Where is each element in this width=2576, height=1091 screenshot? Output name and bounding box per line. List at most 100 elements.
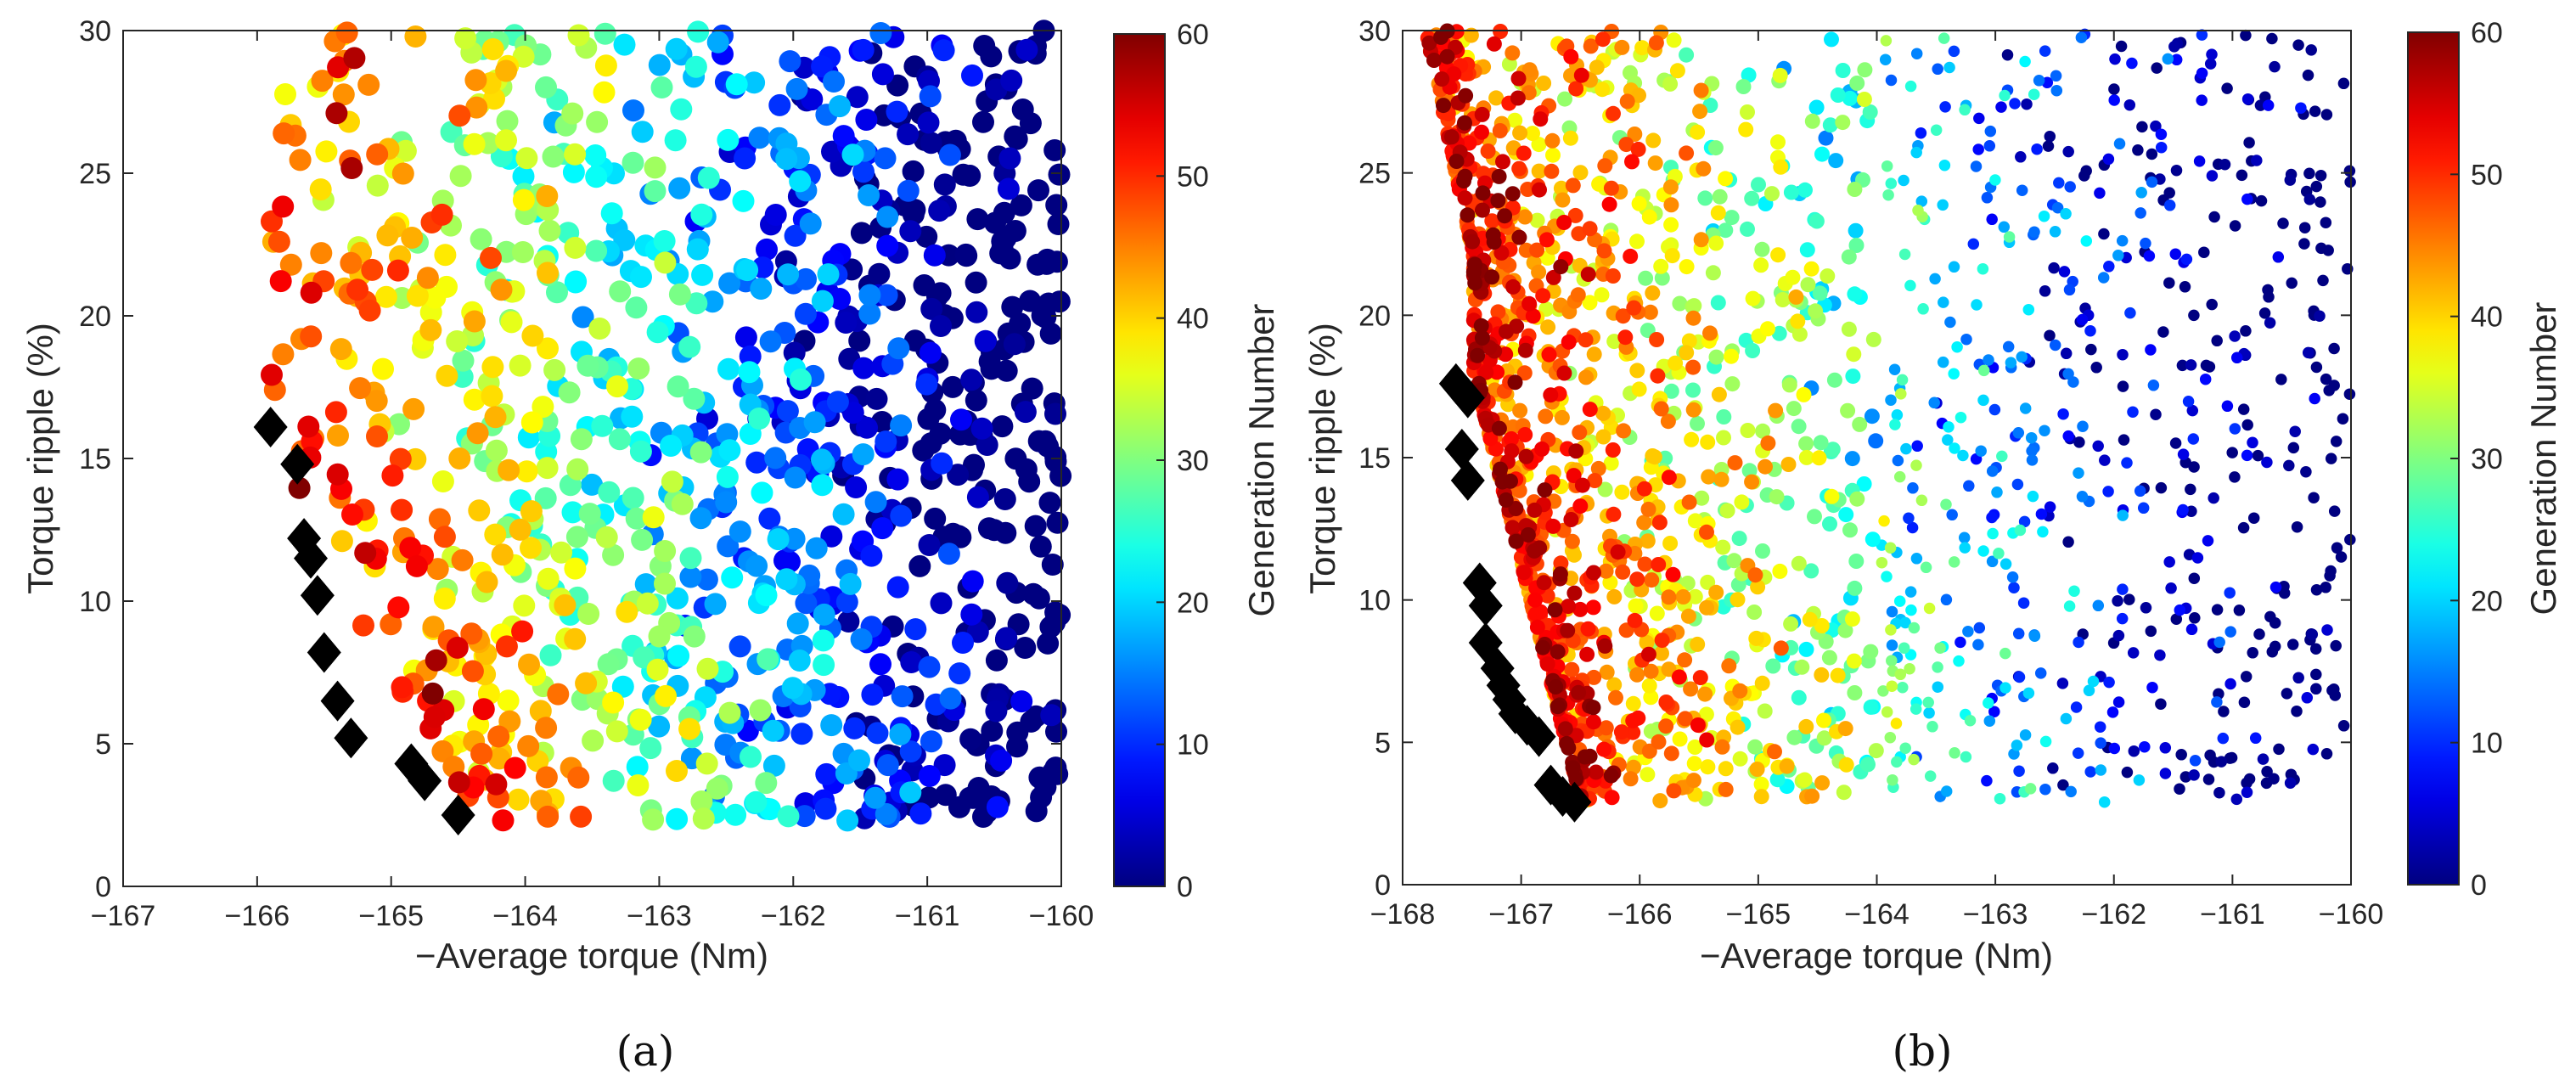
scatter-point <box>1672 295 1688 312</box>
scatter-point <box>2063 284 2076 296</box>
scatter-point <box>1629 233 1645 250</box>
y-tick-label: 20 <box>1358 300 1391 332</box>
scatter-point <box>1629 666 1645 683</box>
scatter-point <box>634 573 657 596</box>
scatter-point <box>2094 721 2106 733</box>
scatter-point <box>2229 220 2241 232</box>
scatter-point <box>2185 359 2197 371</box>
scatter-point <box>1641 678 1657 694</box>
scatter-point <box>1677 711 1693 727</box>
scatter-point <box>561 501 584 524</box>
scatter-point <box>942 522 965 545</box>
scatter-point <box>1906 521 1919 534</box>
scatter-point <box>1718 761 1734 777</box>
scatter-point <box>2044 329 2056 341</box>
scatter-point <box>2154 649 2166 661</box>
scatter-point <box>1771 325 1787 341</box>
scatter-point <box>2230 351 2243 364</box>
scatter-point <box>679 565 702 588</box>
scatter-point <box>521 324 544 347</box>
scatter-point <box>1536 76 1552 91</box>
scatter-point <box>1679 47 1695 63</box>
scatter-point <box>1486 36 1502 52</box>
scatter-point <box>1878 515 1890 527</box>
scatter-point <box>566 458 589 481</box>
scatter-point <box>1932 63 1943 76</box>
scatter-point <box>448 447 471 470</box>
scatter-point <box>1650 368 1666 384</box>
pareto-point <box>334 717 368 759</box>
scatter-point <box>1647 155 1663 172</box>
scatter-point <box>1726 553 1742 569</box>
scatter-point <box>536 457 559 480</box>
pareto-point <box>300 575 335 616</box>
scatter-point <box>1434 71 1450 87</box>
scatter-point <box>1628 598 1644 614</box>
scatter-point <box>1694 490 1710 506</box>
scatter-point <box>2188 309 2200 322</box>
scatter-point <box>1768 402 1784 419</box>
scatter-point <box>2309 105 2321 117</box>
x-tick-label: −163 <box>627 900 692 932</box>
scatter-point <box>1719 503 1735 519</box>
scatter-point <box>717 535 740 558</box>
scatter-point <box>852 160 875 183</box>
scatter-point <box>1631 87 1646 104</box>
scatter-point <box>961 64 983 87</box>
scatter-point <box>1746 605 1763 620</box>
scatter-point <box>1791 689 1807 706</box>
scatter-point <box>372 357 394 380</box>
scatter-point <box>2017 597 2030 609</box>
scatter-point <box>1566 547 1582 563</box>
scatter-point <box>2028 88 2040 100</box>
scatter-point <box>1556 215 1572 230</box>
scatter-point <box>756 238 778 261</box>
scatter-point <box>2151 62 2163 74</box>
scatter-point <box>1627 127 1643 142</box>
scatter-point <box>532 396 554 419</box>
scatter-point <box>666 760 688 782</box>
scatter-point <box>1740 104 1755 120</box>
scatter-point <box>1911 440 1923 453</box>
scatter-point <box>1582 295 1598 311</box>
scatter-point <box>1625 759 1641 775</box>
scatter-point <box>300 281 323 304</box>
scatter-point <box>575 672 598 695</box>
scatter-point <box>650 76 673 98</box>
scatter-point <box>1963 480 1975 492</box>
colorbar-tick-label: 0 <box>2471 869 2487 902</box>
scatter-point <box>1014 637 1037 659</box>
scatter-point <box>1019 112 1042 135</box>
scatter-point <box>2249 732 2262 745</box>
scatter-point <box>2003 231 2016 243</box>
scatter-point <box>1563 512 1579 527</box>
scatter-point <box>2191 552 2204 564</box>
scatter-point <box>2024 783 2037 795</box>
scatter-point <box>1652 793 1668 809</box>
scatter-point <box>2117 509 2129 521</box>
scatter-point <box>1465 233 1481 250</box>
pareto-point <box>441 795 475 835</box>
pareto-point <box>280 443 315 485</box>
scatter-point <box>2025 431 2038 444</box>
scatter-point <box>1601 196 1617 212</box>
scatter-point <box>381 464 404 487</box>
scatter-point <box>1618 137 1634 153</box>
scatter-point <box>2219 158 2231 171</box>
scatter-point <box>732 189 755 212</box>
scatter-point <box>1797 772 1813 788</box>
scatter-point <box>491 543 514 566</box>
scatter-point <box>642 506 665 529</box>
scatter-point <box>993 488 1016 510</box>
scatter-point <box>2255 194 2268 207</box>
scatter-point <box>1799 242 1815 258</box>
scatter-point <box>777 805 800 828</box>
scatter-point <box>755 772 778 795</box>
scatter-point <box>2307 743 2320 756</box>
scatter-point <box>394 139 417 162</box>
scatter-point <box>856 416 878 439</box>
scatter-point <box>1638 270 1654 286</box>
y-axis-label-b: Torque ripple (%) <box>1302 323 1342 594</box>
scatter-point <box>1687 513 1703 529</box>
scatter-point <box>692 807 715 830</box>
